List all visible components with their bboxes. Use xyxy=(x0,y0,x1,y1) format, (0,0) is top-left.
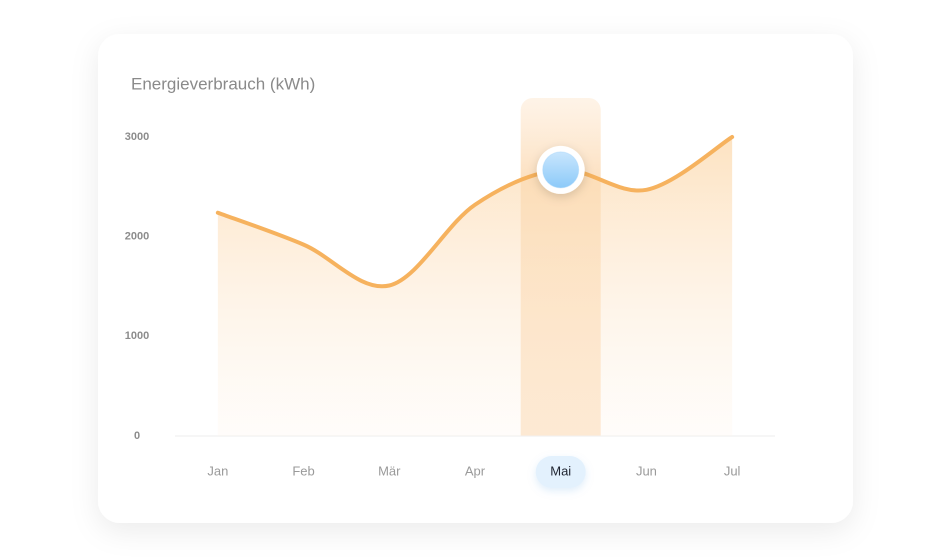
x-tick-label[interactable]: Jun xyxy=(636,463,657,478)
y-tick-label: 0 xyxy=(134,430,140,442)
x-tick-label[interactable]: Mär xyxy=(378,463,401,478)
y-tick-label: 1000 xyxy=(125,330,149,342)
y-tick-label: 2000 xyxy=(125,231,149,243)
y-tick-label: 3000 xyxy=(125,131,149,143)
selected-pill[interactable] xyxy=(535,456,586,488)
x-tick-label[interactable]: Mai xyxy=(550,463,571,478)
x-tick-label[interactable]: Jan xyxy=(207,463,228,478)
chart-title: Energieverbrauch (kWh) xyxy=(131,74,315,93)
x-tick-label[interactable]: Apr xyxy=(465,463,486,478)
x-tick-label[interactable]: Jul xyxy=(724,463,741,478)
x-tick-label[interactable]: Feb xyxy=(292,463,314,478)
marker xyxy=(542,151,580,189)
line xyxy=(215,135,735,289)
area xyxy=(217,137,733,436)
plot: 0 1000 2000 3000 Jan Feb Mär Apr Mai Jun Jul xyxy=(125,98,775,488)
